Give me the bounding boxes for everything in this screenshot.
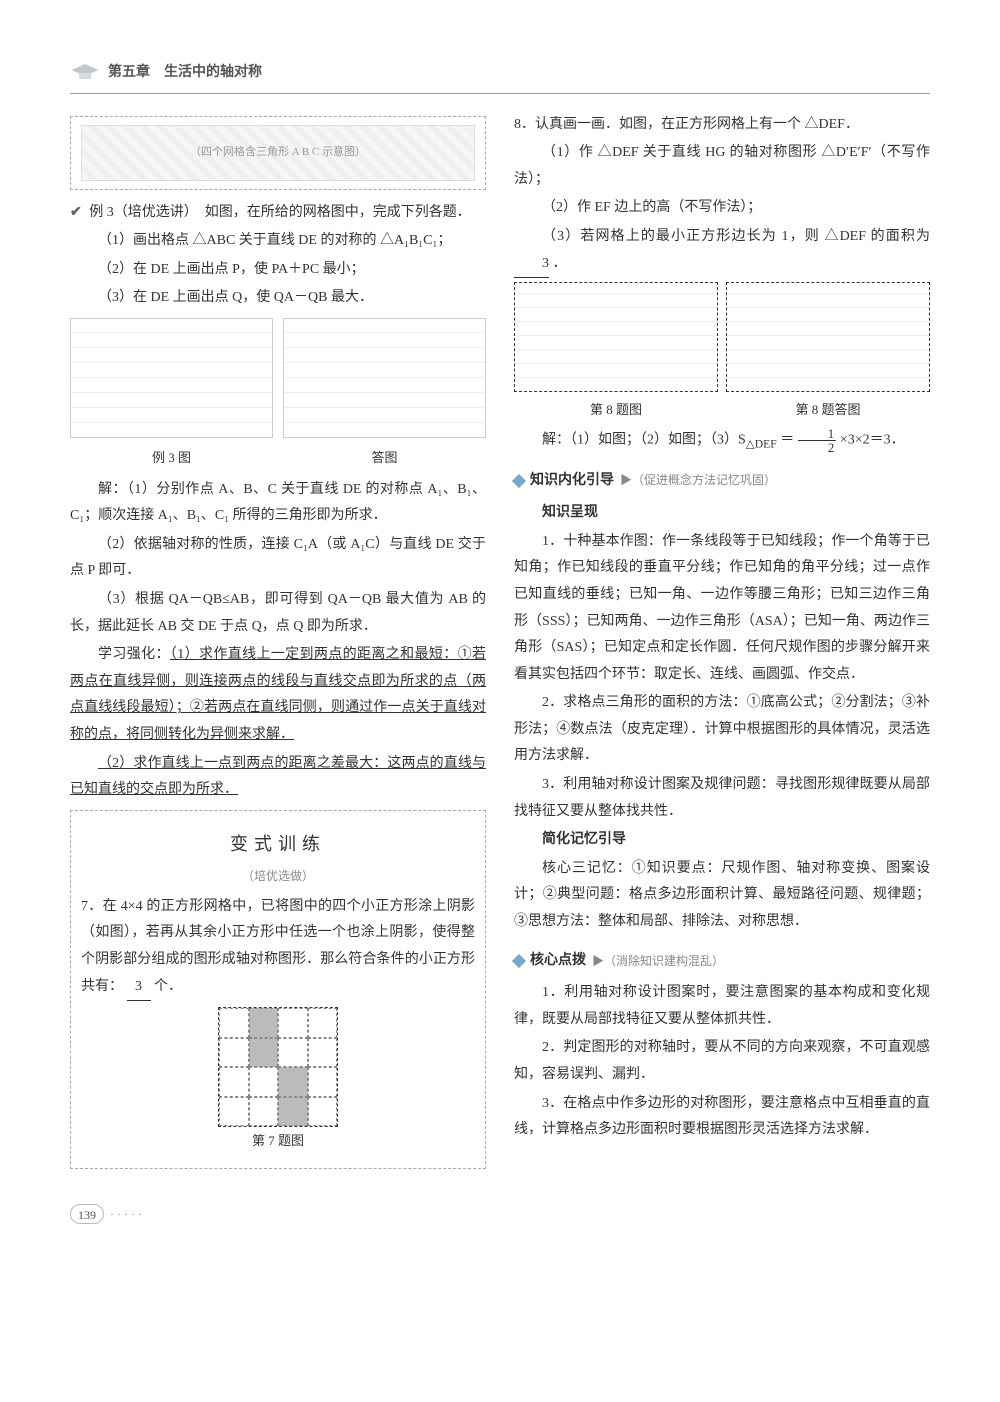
grid-triangles-figure: （四个网格含三角形 A B C 示意图） xyxy=(81,125,475,181)
q8-item3: （3）若网格上的最小正方形边长为 1，则 △DEF 的面积为 3 ． xyxy=(514,224,930,278)
solution-2: （2）依据轴对称的性质，连接 C₁A（或 A₁C）与直线 DE 交于点 P 即可… xyxy=(70,532,486,585)
chapter-title: 第五章 生活中的轴对称 xyxy=(108,60,262,87)
q7-grid xyxy=(218,1007,338,1127)
memory-heading: 简化记忆引导 xyxy=(514,827,930,854)
q8-answer-blank: 3 xyxy=(514,251,549,279)
learn-strengthen-2: （2）求作直线上一点到两点的距离之差最大：这两点的直线与已知直线的交点即为所求． xyxy=(70,751,486,804)
fraction-one-half: 12 xyxy=(798,427,837,454)
page-number-row: 139 · · · · · xyxy=(70,1203,930,1226)
knowledge-3: 3．利用轴对称设计图案及规律问题：寻找图形规律既要从局部找特征又要从整体找共性． xyxy=(514,772,930,825)
variant-subtitle: （培优选做） xyxy=(81,865,475,888)
section-core-tips: 核心点拨 ▶（消除知识建构混乱） xyxy=(514,948,930,975)
learn-strengthen: 学习强化：（1）求作直线上一定到两点的距离之和最短：①若两点在直线异侧，则连接两… xyxy=(70,642,486,748)
q7-cell xyxy=(278,1008,308,1038)
q8-cap-left: 第 8 题图 xyxy=(514,398,718,423)
solution-3: （3）根据 QA－QB≤AB，即可得到 QA－QB 最大值为 AB 的长，据此延… xyxy=(70,587,486,640)
knowledge-1: 1．十种基本作图：作一条线段等于已知线段；作一个角等于已知角；作已知线段的垂直平… xyxy=(514,529,930,689)
example3-figures xyxy=(70,318,486,438)
memory-content: 核心三记忆：①知识要点：尺规作图、轴对称变换、图案设计；②典型问题：格点多边形面… xyxy=(514,856,930,936)
example3-item1: （1）画出格点 △ABC 关于直线 DE 的对称的 △A₁B₁C₁； xyxy=(70,228,486,255)
q7-cell xyxy=(278,1067,308,1097)
q7-cell xyxy=(219,1038,249,1068)
core-2: 2．判定图形的对称轴时，要从不同的方向来观察，不可直观感知，容易误判、漏判． xyxy=(514,1035,930,1088)
q7-cell xyxy=(219,1097,249,1127)
q8-lead: 8．认真画一画．如图，在正方形网格上有一个 △DEF． xyxy=(514,112,930,139)
q7-cell xyxy=(278,1097,308,1127)
q7-cell xyxy=(249,1008,279,1038)
q7-cell xyxy=(249,1067,279,1097)
q8-figures xyxy=(514,282,930,392)
q8-fig-right xyxy=(726,282,930,392)
example3-fig-right xyxy=(283,318,486,438)
diamond-icon xyxy=(512,954,526,968)
check-icon: ✔ xyxy=(70,205,82,220)
q7-cell xyxy=(308,1008,338,1038)
example3-fig-left xyxy=(70,318,273,438)
example-figure-box: （四个网格含三角形 A B C 示意图） xyxy=(70,116,486,190)
page-dots: · · · · · xyxy=(110,1203,142,1226)
solution-1: 解：（1）分别作点 A、B、C 关于直线 DE 的对称点 A₁、B₁、C₁；顺次… xyxy=(70,477,486,530)
q8-item1: （1）作 △DEF 关于直线 HG 的轴对称图形 △D′E′F′（不写作法）； xyxy=(514,140,930,193)
knowledge-2: 2．求格点三角形的面积的方法：①底高公式；②分割法；③补形法；④数点法（皮克定理… xyxy=(514,690,930,770)
q7-cell xyxy=(249,1097,279,1127)
q7-figure: 第 7 题图 xyxy=(218,1007,338,1154)
q7-text: 7．在 4×4 的正方形网格中，已将图中的四个小正方形涂上阴影（如图），若再从其… xyxy=(81,894,475,1001)
q7-answer-blank: 3 xyxy=(127,974,151,1002)
diamond-icon xyxy=(512,474,526,488)
variant-title: 变式训练 xyxy=(81,827,475,861)
example3-cap-left: 例 3 图 xyxy=(70,446,273,471)
variant-practice-box: 变式训练 （培优选做） 7．在 4×4 的正方形网格中，已将图中的四个小正方形涂… xyxy=(70,810,486,1169)
left-column: （四个网格含三角形 A B C 示意图） ✔ 例 3（培优选讲） 如图，在所给的… xyxy=(70,110,486,1179)
q7-cell xyxy=(249,1038,279,1068)
page-number: 139 xyxy=(70,1204,104,1224)
core-3: 3．在格点中作多边形的对称图形，要注意格点中互相垂直的直线，计算格点多边形面积时… xyxy=(514,1091,930,1144)
example3-captions: 例 3 图 答图 xyxy=(70,444,486,471)
q7-cell xyxy=(278,1038,308,1068)
q8-item2: （2）作 EF 边上的高（不写作法）； xyxy=(514,195,930,222)
knowledge-heading: 知识呈现 xyxy=(514,500,930,527)
example3-item3: （3）在 DE 上画出点 Q，使 QA－QB 最大． xyxy=(70,285,486,312)
example3-item2: （2）在 DE 上画出点 P，使 PA＋PC 最小； xyxy=(70,257,486,284)
page-header: 第五章 生活中的轴对称 xyxy=(70,60,930,94)
q7-cell xyxy=(219,1067,249,1097)
q7-cell xyxy=(219,1008,249,1038)
section-knowledge-guide: 知识内化引导 ▶（促进概念方法记忆巩固） xyxy=(514,468,930,495)
q8-cap-right: 第 8 题答图 xyxy=(726,398,930,423)
q7-cell xyxy=(308,1097,338,1127)
core-1: 1．利用轴对称设计图案时，要注意图案的基本构成和变化规律，既要从局部找特征又要从… xyxy=(514,980,930,1033)
example3-cap-right: 答图 xyxy=(283,446,486,471)
q7-caption: 第 7 题图 xyxy=(218,1129,338,1154)
grad-cap-icon xyxy=(70,62,100,84)
q7-cell xyxy=(308,1067,338,1097)
q8-fig-left xyxy=(514,282,718,392)
q7-cell xyxy=(308,1038,338,1068)
example3-lead: ✔ 例 3（培优选讲） 如图，在所给的网格图中，完成下列各题． xyxy=(70,200,486,227)
q8-captions: 第 8 题图 第 8 题答图 xyxy=(514,396,930,423)
right-column: 8．认真画一画．如图，在正方形网格上有一个 △DEF． （1）作 △DEF 关于… xyxy=(514,110,930,1179)
q8-solution: 解：（1）如图；（2）如图；（3）S△DEF ＝ 12 ×3×2＝3． xyxy=(514,427,930,456)
